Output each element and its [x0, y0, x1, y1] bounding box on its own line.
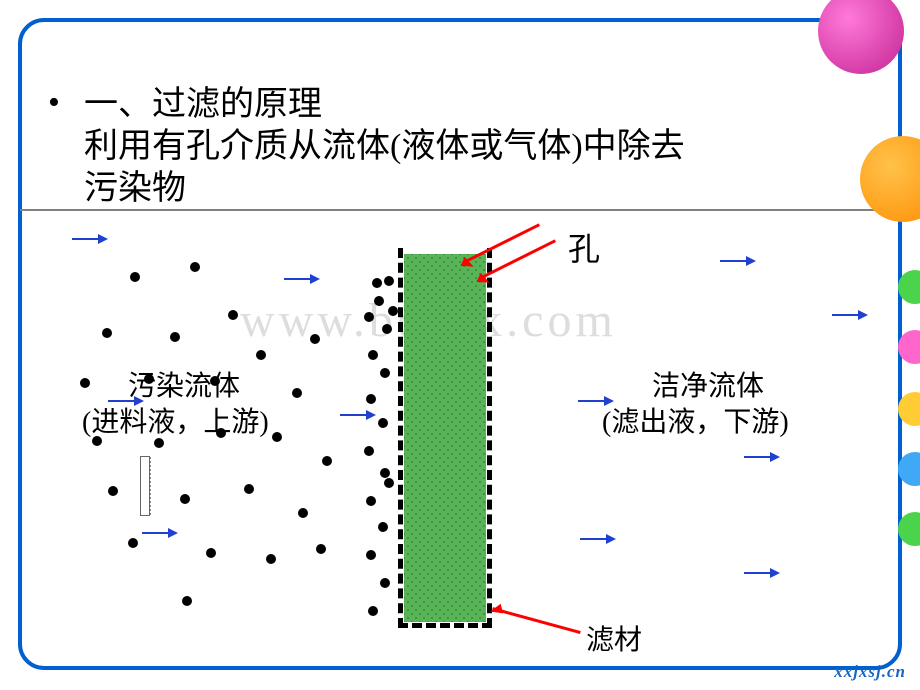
- particle-dot: [130, 272, 140, 282]
- particle-dot: [368, 606, 378, 616]
- label-upstream: (进料液，上游): [82, 400, 269, 440]
- particle-dot: [378, 522, 388, 532]
- flow-arrow: [580, 538, 614, 540]
- flow-arrow: [340, 414, 374, 416]
- particle-dot: [378, 418, 388, 428]
- particle-dot: [374, 296, 384, 306]
- particle-dot: [190, 262, 200, 272]
- flow-arrow: [284, 278, 318, 280]
- material-pointer-head: [489, 604, 503, 617]
- particle-dot: [266, 554, 276, 564]
- particle-dot: [206, 548, 216, 558]
- particle-dot: [366, 496, 376, 506]
- label-filter-material: 滤材: [586, 618, 642, 658]
- particle-dot: [228, 310, 238, 320]
- particle-dot: [366, 394, 376, 404]
- particle-dot: [292, 388, 302, 398]
- particle-dot: [272, 432, 282, 442]
- particle-dot: [298, 508, 308, 518]
- flow-arrow: [744, 572, 778, 574]
- particle-dot: [380, 468, 390, 478]
- particle-dot: [80, 378, 90, 388]
- particle-dot: [180, 494, 190, 504]
- particle-dot: [310, 334, 320, 344]
- particle-dot: [170, 332, 180, 342]
- material-pointer: [492, 607, 581, 634]
- particle-dot: [380, 578, 390, 588]
- divider: [20, 209, 898, 211]
- body-text-2: 污染物: [84, 160, 186, 209]
- particle-dot: [380, 368, 390, 378]
- flow-arrow: [832, 314, 866, 316]
- particle-dot: [364, 312, 374, 322]
- particle-dot: [102, 328, 112, 338]
- particle-dot: [364, 446, 374, 456]
- particle-dot: [256, 350, 266, 360]
- particle-dot: [388, 306, 398, 316]
- label-downstream: (滤出液，下游): [602, 400, 789, 440]
- particle-dot: [322, 456, 332, 466]
- label-contaminated-fluid: 污染流体: [128, 364, 240, 404]
- particle-dot: [368, 350, 378, 360]
- particle-dot: [316, 544, 326, 554]
- hole-pointer-1: [463, 223, 540, 264]
- filter-media-outline: [398, 248, 492, 628]
- flow-arrow: [744, 456, 778, 458]
- label-hole: 孔: [568, 224, 600, 270]
- particle-dot: [372, 278, 382, 288]
- particle-dot: [128, 538, 138, 548]
- particle-dot: [108, 486, 118, 496]
- filtration-diagram: www.bdocx.com 孔 滤材 污染流体 (进料液，上游) 洁净流体 (滤…: [20, 218, 898, 658]
- list-control-artifact: [140, 456, 150, 516]
- particle-dot: [384, 276, 394, 286]
- label-clean-fluid: 洁净流体: [652, 364, 764, 404]
- particle-dot: [182, 596, 192, 606]
- particle-dot: [366, 550, 376, 560]
- particle-dot: [382, 324, 392, 334]
- flow-arrow: [720, 260, 754, 262]
- flow-arrow: [72, 238, 106, 240]
- particle-dot: [384, 478, 394, 488]
- bullet: •: [48, 84, 60, 122]
- flow-arrow: [142, 532, 176, 534]
- corner-watermark: xxjxsj.cn: [834, 662, 906, 682]
- particle-dot: [244, 484, 254, 494]
